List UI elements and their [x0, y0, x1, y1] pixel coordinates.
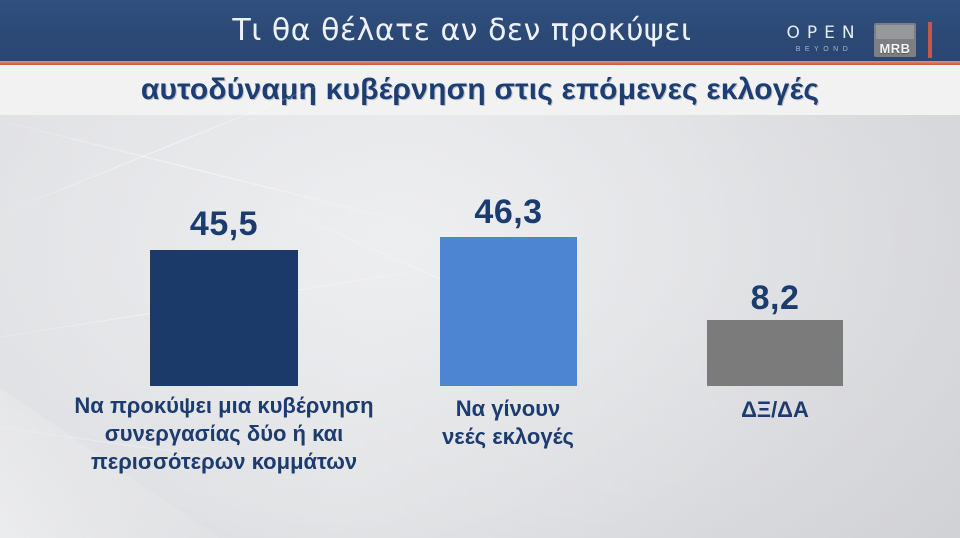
bar-value-new-elections: 46,3 [474, 193, 543, 231]
bar-label-new-elections: Να γίνουν νεές εκλογές [418, 395, 598, 451]
bar-new-elections [440, 237, 577, 386]
label-line: περισσότερων κομμάτων [90, 449, 358, 474]
mrb-logo-text: MRB [879, 41, 911, 56]
open-logo-tagline: BEYOND [795, 46, 853, 53]
page-subtitle: αυτοδύναμη κυβέρνηση στις επόμενες εκλογ… [140, 73, 820, 106]
bar-value-dont-know: 8,2 [750, 279, 800, 317]
bar-coalition [150, 250, 298, 386]
label-line: συνεργασίας δύο ή και [104, 421, 344, 446]
label-line: νεές εκλογές [442, 424, 574, 449]
accent-tick-bar [928, 22, 932, 58]
open-logo-text: OPEN [786, 23, 862, 43]
open-channel-logo: OPEN BEYOND [784, 23, 864, 53]
label-line: ΔΞ/ΔΑ [741, 397, 809, 422]
bar-dont-know [707, 320, 843, 386]
accent-divider-line [0, 61, 960, 65]
header-band: Τι θα θέλατε αν δεν προκύψει OPEN BEYOND… [0, 0, 960, 61]
label-line: Να προκύψει μια κυβέρνηση [74, 393, 374, 418]
bar-value-coalition: 45,5 [189, 205, 259, 243]
mrb-logo-band [876, 25, 914, 39]
bar-chart: 45,5 46,3 8,2 Να προκύψει μια κυβέρνηση … [0, 66, 960, 538]
bar-label-coalition: Να προκύψει μια κυβέρνηση συνεργασίας δύ… [40, 392, 408, 476]
mrb-logo: MRB [874, 23, 916, 57]
page-title: Τι θα θέλατε αν δεν προκύψει [232, 13, 692, 48]
subtitle-band: αυτοδύναμη κυβέρνηση στις επόμενες εκλογ… [0, 65, 960, 115]
bar-label-dont-know: ΔΞ/ΔΑ [705, 396, 845, 424]
label-line: Να γίνουν [455, 396, 561, 421]
